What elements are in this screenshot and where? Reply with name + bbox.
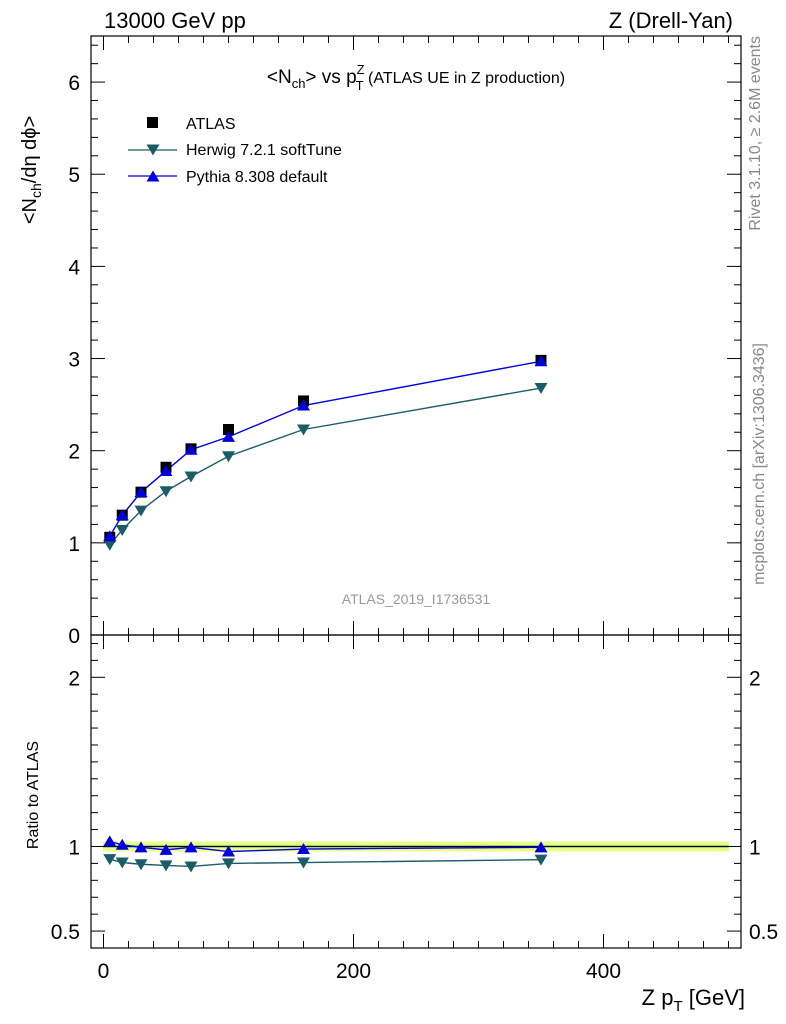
legend-label-herwig: Herwig 7.2.1 softTune [186, 142, 342, 159]
legend: ATLAS Herwig 7.2.1 softTune Pythia 8.308… [128, 116, 342, 186]
ratio-frame [90, 634, 742, 949]
ratio-point-triangle-up [134, 841, 148, 853]
ratio-point-triangle-up [222, 845, 235, 857]
ratio-point-triangle-up [297, 843, 310, 855]
main-point-square [223, 423, 234, 435]
ratio-y-axis-label: Ratio to ATLAS [25, 741, 42, 849]
mcplots-label: mcplots.cern.ch [arXiv:1306.3436] [751, 343, 768, 585]
main-y-tick-label: 1 [68, 533, 80, 556]
ratio-point-triangle-down [115, 857, 129, 869]
x-tick-label: 400 [586, 960, 621, 983]
main-point-triangle-down [222, 451, 235, 463]
ratio-point-triangle-down [222, 858, 235, 870]
x-axis-label: Z pT [GeV] [642, 985, 745, 1015]
ratio-point-triangle-up [115, 838, 129, 850]
main-point-triangle-up [159, 464, 173, 476]
analysis-watermark: ATLAS_2019_I1736531 [342, 591, 491, 607]
legend-label-atlas: ATLAS [186, 116, 236, 133]
x-tick-label: 200 [336, 960, 371, 983]
main-point-triangle-down [103, 539, 117, 551]
legend-marker-atlas [147, 117, 158, 128]
ratio-point-triangle-down [297, 857, 310, 869]
main-point-triangle-up [103, 530, 117, 542]
ratio-y-tick-label-right: 2 [749, 667, 761, 690]
header-right: Z (Drell-Yan) [609, 8, 733, 33]
main-series-lines [109, 360, 542, 546]
legend-marker-herwig [146, 144, 160, 156]
main-point-triangle-down [115, 524, 129, 536]
main-y-axis-label: <Nch/dη dϕ> [19, 116, 44, 224]
main-point-triangle-down [297, 424, 310, 436]
main-point-triangle-up [534, 355, 548, 367]
ratio-y-tick-label-left: 0.5 [51, 921, 80, 944]
main-line-triangle-up [109, 360, 542, 537]
ratio-point-triangle-up [184, 841, 198, 853]
main-y-tick-label: 5 [68, 164, 80, 187]
main-y-tick-label: 2 [68, 441, 80, 464]
main-point-triangle-up [184, 443, 198, 455]
ratio-series-markers [103, 835, 548, 873]
ratio-line-triangle-down [109, 858, 542, 868]
main-y-tick-label: 3 [68, 349, 80, 372]
main-y-tick-label: 4 [68, 256, 80, 279]
ratio-y-tick-label-right: 1 [749, 836, 761, 859]
main-panel: 0 1 2 3 4 5 6 <Nch> vs pZ T (ATLAS UE in Z prod… [19, 35, 742, 648]
ratio-y-tick-labels: 0.5 0.5 1 1 2 2 [51, 667, 778, 944]
main-point-triangle-down [134, 505, 148, 517]
ratio-point-triangle-up [159, 843, 173, 855]
ratio-point-triangle-down [103, 854, 117, 866]
ratio-ticks [91, 635, 741, 949]
ratio-point-triangle-up [534, 841, 548, 853]
ratio-point-triangle-down [184, 861, 198, 873]
ratio-y-tick-label-right: 0.5 [749, 921, 778, 944]
rivet-label: Rivet 3.1.10, ≥ 2.6M events [747, 36, 764, 231]
ratio-y-tick-label-left: 2 [68, 667, 80, 690]
ratio-x-tick-labels: 0 200 400 [98, 960, 621, 983]
main-point-triangle-down [534, 383, 548, 395]
main-point-triangle-down [184, 471, 198, 483]
chart-title: <Nch> vs pZ T (ATLAS UE in Z production) [267, 62, 565, 93]
main-line-triangle-down [109, 387, 542, 546]
legend-marker-pythia [146, 170, 160, 182]
ratio-point-triangle-down [159, 860, 173, 872]
main-y-tick-label: 6 [68, 72, 80, 95]
ratio-panel: 0.5 0.5 1 1 2 2 0 200 400 Ratio to ATLAS Z pT [… [25, 634, 778, 1015]
main-point-triangle-down [159, 486, 173, 498]
ratio-y-tick-label-left: 1 [68, 836, 80, 859]
ratio-point-triangle-up [103, 835, 117, 847]
main-point-triangle-up [297, 399, 310, 411]
main-point-triangle-up [222, 430, 235, 442]
main-point-triangle-up [115, 509, 129, 521]
x-tick-label: 0 [98, 960, 110, 983]
ratio-point-triangle-down [534, 854, 548, 866]
legend-label-pythia: Pythia 8.308 default [186, 169, 328, 186]
main-series-markers [103, 354, 548, 551]
ratio-point-triangle-down [134, 859, 148, 871]
main-y-tick-label: 0 [68, 625, 80, 648]
main-ticks [91, 36, 741, 636]
header-left: 13000 GeV pp [104, 8, 246, 33]
main-point-triangle-up [134, 486, 148, 498]
main-y-tick-labels: 0 1 2 3 4 5 6 [68, 72, 80, 648]
